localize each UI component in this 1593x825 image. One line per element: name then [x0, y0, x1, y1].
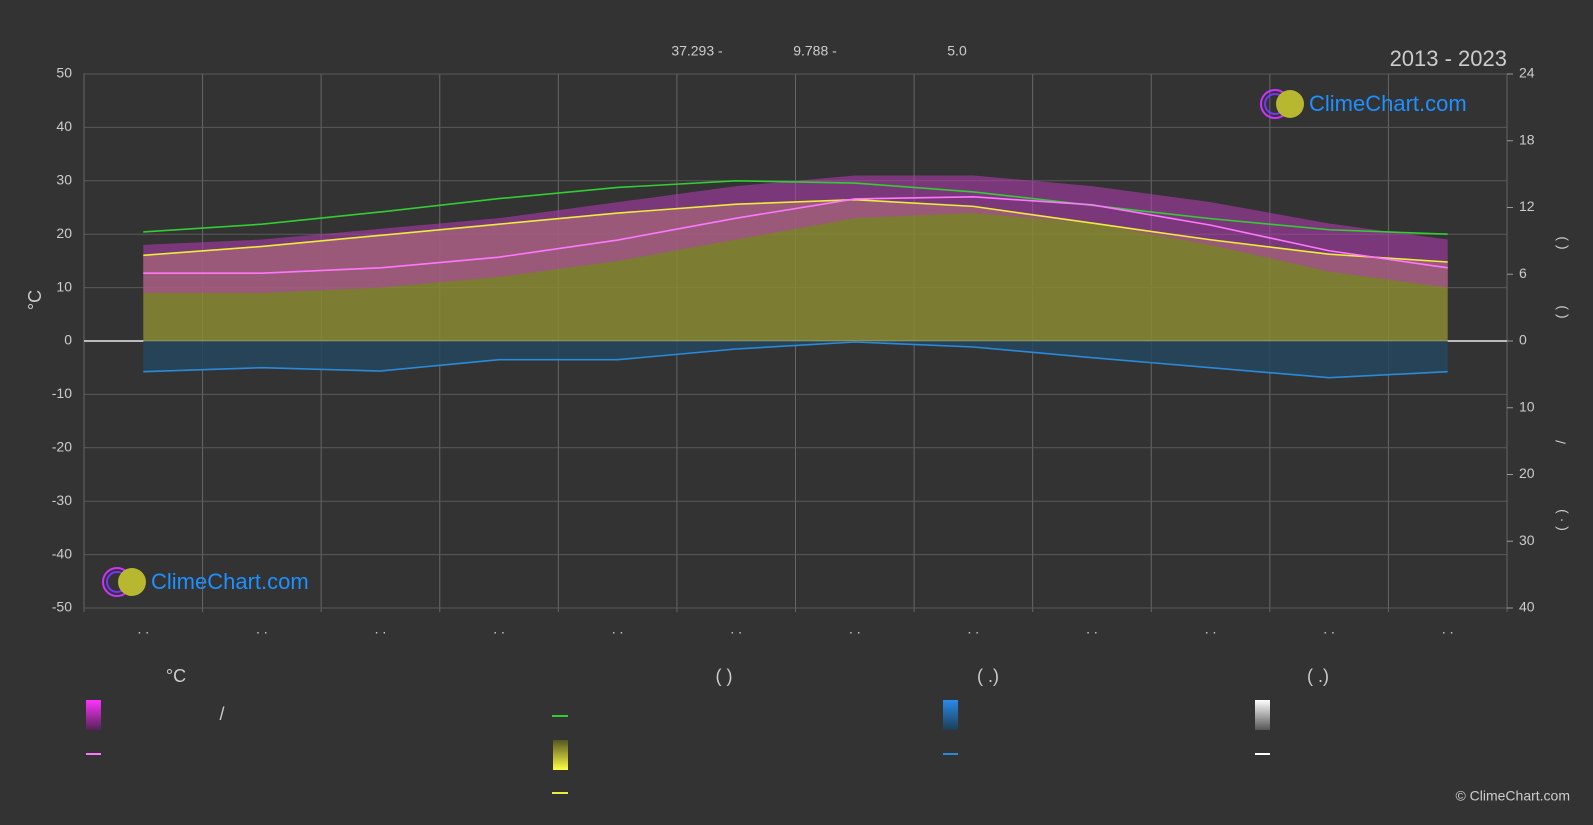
line [143, 179, 1448, 235]
x-tick-label: . . [1086, 621, 1098, 637]
line [143, 196, 1448, 274]
y-tick-label: 10 [56, 278, 72, 294]
y3-tick-label: 10 [1519, 398, 1535, 414]
x-tick-label: . . [375, 621, 387, 637]
chart-title: 2013 - 2023 [1390, 46, 1507, 71]
temperature-band [143, 175, 1448, 293]
legend-swatch [1255, 700, 1270, 730]
x-tick-label: . . [256, 621, 268, 637]
x-tick-label: . . [849, 621, 861, 637]
y2-axis-label: ( ) [1553, 305, 1569, 318]
legend-text: / [219, 704, 224, 724]
y-tick-label: 0 [64, 332, 72, 348]
y-tick-label: 40 [56, 118, 72, 134]
y-tick-label: -10 [52, 385, 72, 401]
watermark: ClimeChart.com [1309, 91, 1467, 116]
x-tick-label: . . [1323, 621, 1335, 637]
legend-swatch [553, 740, 568, 770]
y2-tick-label: 12 [1519, 198, 1535, 214]
y2-tick-label: 18 [1519, 131, 1535, 147]
y3-axis-label: / [1553, 440, 1569, 444]
x-tick-label: . . [493, 621, 505, 637]
x-tick-label: . . [1205, 621, 1217, 637]
x-tick-label: . . [137, 621, 149, 637]
legend-heading: ( ) [716, 666, 733, 686]
y-tick-label: -30 [52, 492, 72, 508]
legend-heading: ( .) [1307, 666, 1329, 686]
y-tick-label: 30 [56, 172, 72, 188]
x-tick-label: . . [968, 621, 980, 637]
watermark: ClimeChart.com [151, 569, 309, 594]
coordinate: 9.788 - [793, 43, 837, 59]
y-tick-label: -50 [52, 599, 72, 615]
legend-swatch [943, 700, 958, 730]
y-tick-label: 20 [56, 225, 72, 241]
y-tick-label: -40 [52, 545, 72, 561]
y3-tick-label: 20 [1519, 465, 1535, 481]
y2-tick-label: 6 [1519, 265, 1527, 281]
y2-axis-label: ( ) [1553, 236, 1569, 249]
coordinate: 37.293 - [671, 43, 723, 59]
line [143, 198, 1448, 263]
logo-sun [1276, 90, 1304, 118]
y-tick-label: 50 [56, 65, 72, 81]
y-tick-label: -20 [52, 439, 72, 455]
y3-tick-label: 40 [1519, 599, 1535, 615]
y3-axis-label: ( · ) [1553, 509, 1569, 531]
coordinate: 5.0 [947, 43, 967, 59]
x-tick-label: . . [612, 621, 624, 637]
y3-tick-label: 30 [1519, 532, 1535, 548]
logo-sun [118, 568, 146, 596]
legend-heading: °C [166, 666, 186, 686]
area [143, 341, 1448, 378]
x-tick-label: . . [730, 621, 742, 637]
y-axis-label: °C [25, 290, 45, 310]
line [143, 341, 1448, 379]
copyright: © ClimeChart.com [1455, 788, 1570, 804]
x-tick-label: . . [1442, 621, 1454, 637]
legend-swatch [86, 700, 101, 730]
legend-heading: ( .) [977, 666, 999, 686]
y2-tick-label: 24 [1519, 65, 1535, 81]
y2-tick-label: 0 [1519, 332, 1527, 348]
